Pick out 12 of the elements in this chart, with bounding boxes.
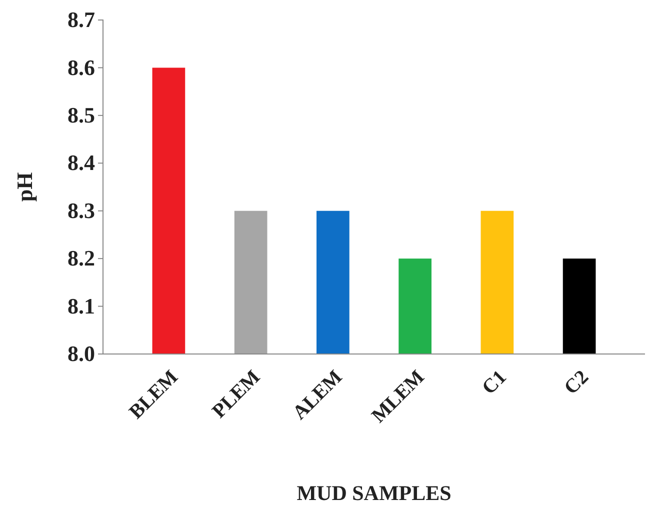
y-tick-label: 8.0 — [68, 341, 95, 366]
y-tick-label: 8.6 — [68, 54, 95, 80]
y-tick-label: 8.1 — [68, 293, 95, 318]
y-tick-label: 8.3 — [68, 198, 95, 223]
y-axis-title: pH — [12, 172, 37, 202]
x-axis-title: MUD SAMPLES — [296, 481, 452, 505]
y-tick-label: 8.4 — [68, 150, 95, 176]
y-tick-label: 8.5 — [68, 102, 95, 128]
y-tick-label: 8.2 — [68, 246, 95, 271]
x-tick-label: C1 — [478, 366, 511, 399]
x-tick-label: C2 — [560, 366, 593, 399]
y-tick-label: 8.7 — [68, 7, 95, 32]
